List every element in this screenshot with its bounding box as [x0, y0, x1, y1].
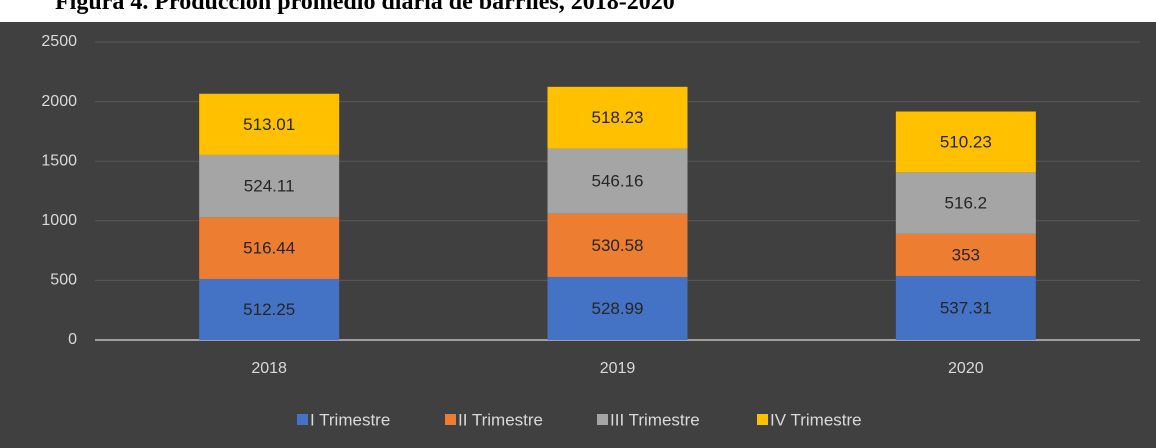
legend-label: IV Trimestre	[770, 410, 862, 429]
data-label: 537.31	[940, 298, 992, 317]
y-tick-label: 0	[68, 331, 77, 348]
y-tick-label: 500	[50, 272, 77, 289]
x-tick-label: 2020	[948, 360, 984, 377]
bar-segment	[895, 111, 1036, 173]
data-label: 512.25	[243, 300, 295, 319]
data-label: 518.23	[592, 108, 644, 127]
bar-segment	[895, 233, 1036, 276]
x-tick-label: 2018	[251, 360, 287, 377]
legend-swatch	[597, 414, 608, 425]
legend-label: II Trimestre	[458, 410, 543, 429]
bar-segment	[547, 148, 688, 214]
legend-label: I Trimestre	[310, 410, 390, 429]
x-tick-label: 2019	[600, 360, 636, 377]
data-label: 530.58	[592, 236, 644, 255]
bar-segment	[547, 276, 688, 340]
y-tick-label: 2500	[41, 33, 77, 50]
legend-swatch	[757, 414, 768, 425]
bar-segment	[199, 93, 340, 155]
bar-segment	[547, 213, 688, 277]
chart-title: Figura 4. Producción promedio diaria de …	[55, 0, 675, 15]
data-label: 546.16	[592, 172, 644, 191]
data-label: 524.11	[244, 177, 295, 196]
bar-segment	[199, 217, 340, 279]
legend-label: III Trimestre	[610, 410, 700, 429]
data-label: 528.99	[592, 299, 644, 318]
data-label: 513.01	[243, 115, 295, 134]
data-label: 516.2	[945, 194, 988, 213]
bar-segment	[895, 172, 1036, 234]
legend-swatch	[445, 414, 456, 425]
bar-segment	[199, 278, 340, 340]
y-tick-label: 1000	[41, 212, 77, 229]
data-label: 516.44	[243, 239, 295, 258]
data-label: 510.23	[940, 132, 992, 151]
y-tick-label: 2000	[41, 93, 77, 110]
legend-swatch	[297, 414, 308, 425]
data-label: 353	[952, 245, 980, 264]
bar-segment	[895, 275, 1036, 340]
y-tick-label: 1500	[41, 152, 77, 169]
bar-segment	[547, 86, 688, 149]
bar-segment	[199, 154, 340, 218]
